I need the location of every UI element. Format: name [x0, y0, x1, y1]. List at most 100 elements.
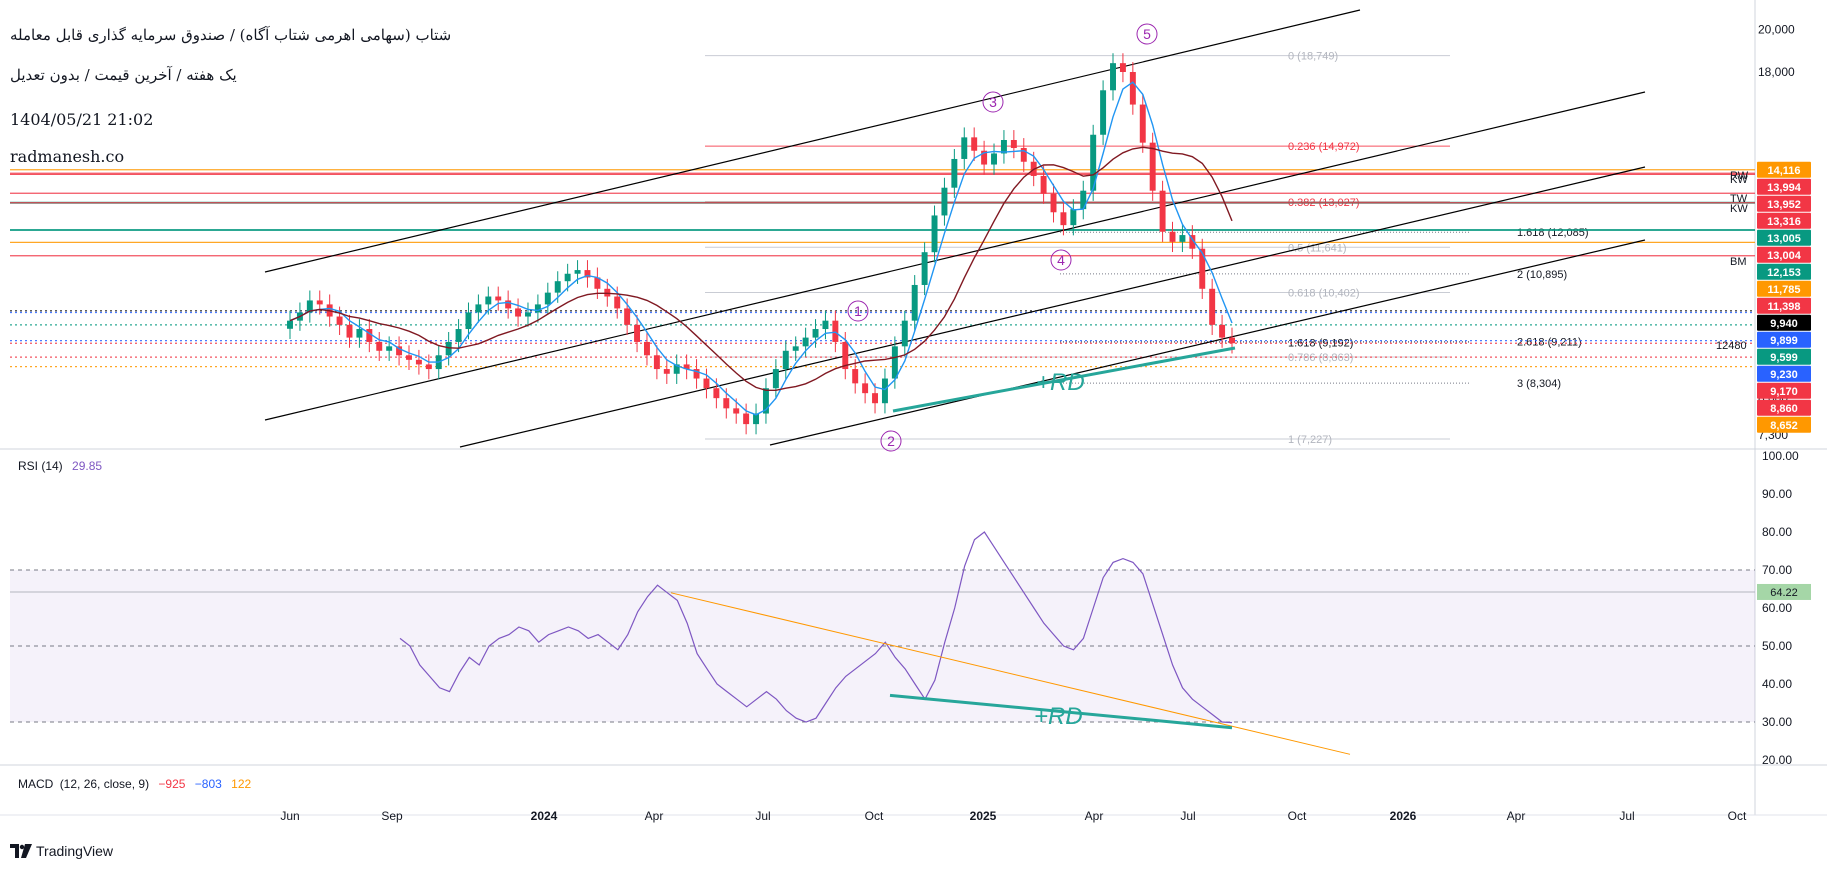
candle[interactable]: [306, 300, 313, 313]
candle[interactable]: [1159, 190, 1166, 232]
candle[interactable]: [1100, 90, 1107, 135]
candle[interactable]: [663, 369, 670, 374]
candle[interactable]: [425, 364, 432, 370]
candle[interactable]: [1090, 134, 1097, 191]
candle[interactable]: [921, 252, 928, 285]
candle[interactable]: [1080, 190, 1087, 210]
candle[interactable]: [1179, 235, 1186, 242]
candle[interactable]: [445, 341, 452, 356]
candle[interactable]: [971, 137, 978, 151]
time-axis[interactable]: Jun Sep 2024 Apr Jul Oct 2025 Apr Jul Oct 2026 Apr J…: [280, 809, 1747, 823]
candle[interactable]: [336, 316, 343, 325]
candle[interactable]: [981, 150, 988, 165]
candle[interactable]: [762, 388, 769, 414]
candle[interactable]: [1110, 63, 1116, 91]
candle[interactable]: [634, 324, 641, 342]
candle[interactable]: [475, 304, 482, 313]
candle[interactable]: [812, 329, 819, 338]
candle[interactable]: [1229, 337, 1235, 344]
candle[interactable]: [1119, 63, 1126, 72]
candle[interactable]: [1050, 193, 1057, 213]
candle[interactable]: [802, 337, 809, 347]
candle[interactable]: [842, 341, 849, 370]
candle[interactable]: [515, 308, 522, 317]
candle[interactable]: [792, 346, 799, 351]
candle[interactable]: [554, 281, 561, 293]
candle[interactable]: [872, 393, 879, 404]
candle[interactable]: [614, 296, 621, 309]
candle[interactable]: [544, 292, 551, 305]
candle[interactable]: [772, 369, 779, 389]
candle[interactable]: [991, 153, 997, 165]
candle[interactable]: [564, 273, 571, 282]
candle[interactable]: [862, 383, 869, 394]
candle[interactable]: [1040, 175, 1047, 194]
candle[interactable]: [1060, 212, 1067, 226]
tradingview-brand[interactable]: TradingView: [10, 843, 113, 859]
candle[interactable]: [1070, 209, 1077, 226]
candle[interactable]: [1149, 142, 1156, 191]
price-axis[interactable]: 20,00018,0008,0007,30014,11613,99413,952…: [1757, 23, 1811, 442]
candle[interactable]: [594, 277, 601, 289]
candle[interactable]: [406, 355, 412, 360]
candle[interactable]: [643, 341, 650, 356]
candle[interactable]: [1000, 140, 1007, 154]
candle[interactable]: [653, 355, 660, 370]
candle[interactable]: [1199, 248, 1206, 289]
candle[interactable]: [396, 346, 403, 356]
candle[interactable]: [852, 369, 859, 384]
candle[interactable]: [316, 300, 323, 305]
candle[interactable]: [693, 369, 700, 379]
candle[interactable]: [415, 359, 422, 365]
candle[interactable]: [733, 408, 740, 414]
candle[interactable]: [743, 413, 750, 425]
candle[interactable]: [465, 312, 472, 330]
price-pane[interactable]: 0 (18,749)0.236 (14,972)0.382 (13,027)0.…: [10, 9, 1755, 452]
candle[interactable]: [1189, 235, 1196, 249]
candle[interactable]: [1129, 71, 1136, 105]
candle[interactable]: [822, 320, 829, 330]
candle[interactable]: [534, 304, 541, 313]
candle[interactable]: [961, 137, 968, 159]
candle[interactable]: [941, 187, 948, 216]
candle[interactable]: [1169, 231, 1176, 242]
candle[interactable]: [703, 378, 710, 389]
candle[interactable]: [901, 320, 908, 347]
candle[interactable]: [683, 364, 690, 370]
rsi-pane[interactable]: 100.00 90.00 80.00 70.00 60.00 50.00 40.00 30.0…: [10, 449, 1811, 767]
rsi-legend[interactable]: RSI (14) 29.85: [18, 459, 102, 473]
candle[interactable]: [624, 308, 631, 325]
candle[interactable]: [574, 270, 581, 274]
candle[interactable]: [1219, 324, 1226, 338]
candle[interactable]: [376, 341, 383, 351]
candle[interactable]: [951, 158, 958, 188]
macd-legend[interactable]: MACD (12, 26, close, 9) −925 −803 122: [18, 777, 251, 791]
candle[interactable]: [891, 346, 898, 379]
candle[interactable]: [931, 215, 938, 253]
candle[interactable]: [366, 329, 373, 342]
candle[interactable]: [1020, 148, 1027, 162]
candle[interactable]: [584, 270, 591, 278]
candle[interactable]: [455, 329, 462, 342]
rsi-line[interactable]: [399, 531, 1233, 724]
candle[interactable]: [495, 296, 502, 301]
candle[interactable]: [782, 350, 789, 370]
candle[interactable]: [881, 378, 888, 404]
candle[interactable]: [485, 296, 492, 305]
candle[interactable]: [911, 284, 918, 321]
candle[interactable]: [346, 324, 353, 338]
candle[interactable]: [356, 329, 363, 338]
candle[interactable]: [713, 388, 720, 399]
candle[interactable]: [287, 320, 293, 329]
candle[interactable]: [386, 346, 393, 351]
candle[interactable]: [673, 364, 680, 374]
candle[interactable]: [525, 312, 531, 317]
candle[interactable]: [832, 320, 839, 342]
candle[interactable]: [1010, 140, 1017, 149]
candle[interactable]: [1209, 288, 1216, 325]
candle[interactable]: [753, 413, 760, 425]
candle[interactable]: [1139, 104, 1146, 143]
candle[interactable]: [723, 398, 730, 409]
candle[interactable]: [505, 300, 512, 309]
